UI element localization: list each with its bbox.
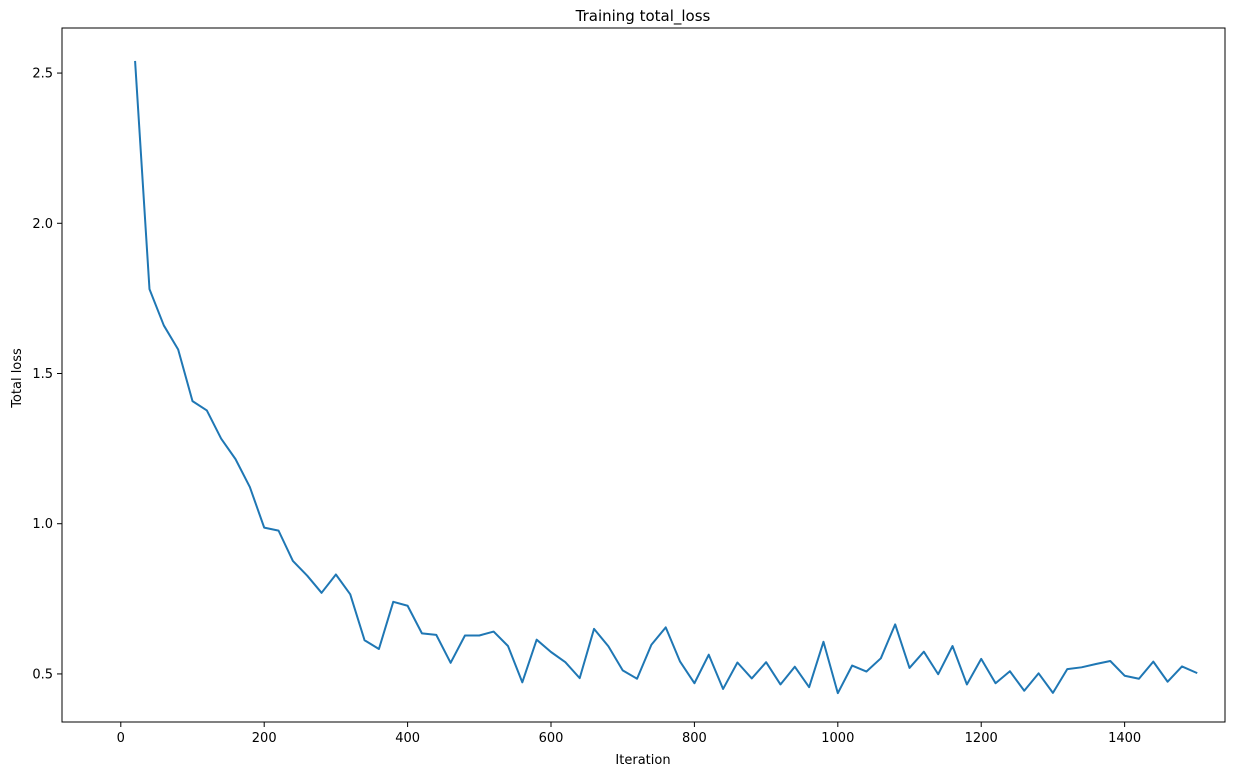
x-axis: 0 200 400 600 800 1000 1200 1400 xyxy=(117,722,1141,746)
x-axis-label: Iteration xyxy=(615,753,670,768)
series-line-0 xyxy=(134,60,1198,695)
x-tick-label: 1000 xyxy=(821,731,854,746)
x-tick-label: 800 xyxy=(682,731,707,746)
y-tick-label: 1.0 xyxy=(32,517,53,532)
y-tick-label: 2.0 xyxy=(32,217,53,232)
plot-frame xyxy=(61,27,1226,723)
y-axis-label: Total loss xyxy=(10,348,25,409)
x-tick-label: 400 xyxy=(395,731,420,746)
x-tick-label: 1400 xyxy=(1108,731,1141,746)
y-tick-label: 2.5 xyxy=(32,67,53,82)
y-axis: 0.5 1.0 1.5 2.0 2.5 xyxy=(32,67,62,682)
x-tick-label: 600 xyxy=(539,731,564,746)
y-tick-label: 0.5 xyxy=(32,667,53,682)
plot-area xyxy=(134,60,1198,695)
y-tick-label: 1.5 xyxy=(32,367,53,382)
chart-title: Training total_loss xyxy=(575,7,711,26)
x-tick-label: 1200 xyxy=(965,731,998,746)
x-tick-label: 0 xyxy=(117,731,125,746)
x-tick-label: 200 xyxy=(252,731,277,746)
